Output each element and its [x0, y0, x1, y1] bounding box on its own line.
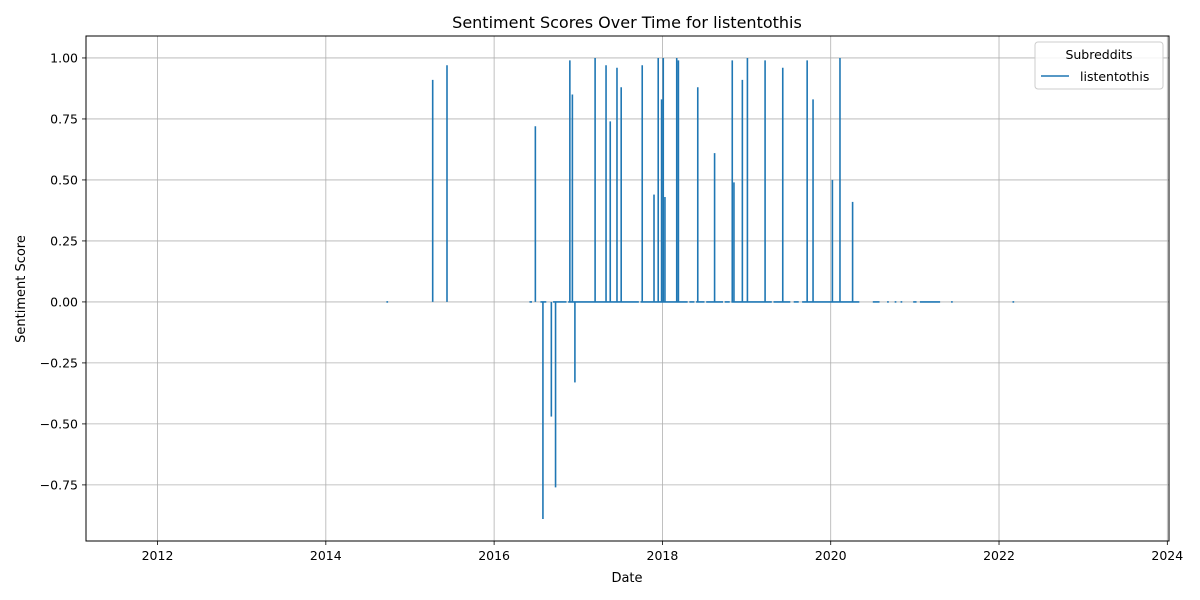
grid-layer — [86, 36, 1169, 541]
legend-box — [1034, 41, 1164, 90]
x-tick-label: 2016 — [478, 548, 510, 563]
y-tick-label: 1.00 — [50, 50, 78, 65]
x-tick-label: 2014 — [310, 548, 342, 563]
x-axis-title: Date — [611, 571, 642, 586]
y-tick-label: −0.50 — [40, 416, 78, 431]
data-layer — [386, 57, 1015, 520]
y-tick-label: 0.00 — [50, 294, 78, 309]
y-tick-label: 0.75 — [50, 111, 78, 126]
chart-title: Sentiment Scores Over Time for listentot… — [452, 13, 802, 32]
x-tick-label: 2012 — [142, 548, 174, 563]
legend: Subreddits listentothis — [1034, 41, 1164, 90]
x-tick-label: 2024 — [1151, 548, 1183, 563]
y-tick-label: 0.50 — [50, 172, 78, 187]
legend-label-listentothis: listentothis — [1080, 69, 1149, 84]
axis-layer: 2012 2014 2016 2018 2020 2022 2024 1.00 0.75 0.50… — [40, 50, 1184, 563]
plot-frame — [85, 35, 1170, 542]
y-tick-label: −0.75 — [40, 477, 78, 492]
y-tick-label: −0.25 — [40, 355, 78, 370]
x-tick-label: 2018 — [647, 548, 679, 563]
y-axis-title: Sentiment Score — [14, 235, 29, 343]
y-tick-label: 0.25 — [50, 233, 78, 248]
x-tick-label: 2022 — [983, 548, 1015, 563]
x-tick-label: 2020 — [815, 548, 847, 563]
legend-title: Subreddits — [1065, 47, 1132, 62]
